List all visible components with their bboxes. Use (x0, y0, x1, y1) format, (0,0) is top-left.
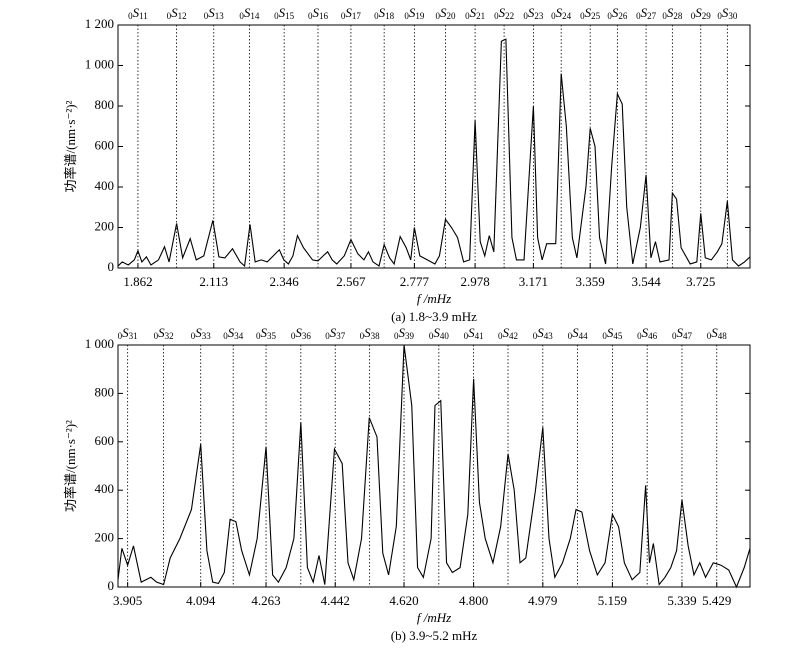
mode-label: 0S41 (464, 325, 484, 341)
y-tick-label: 200 (95, 530, 115, 545)
spectrum-line (117, 344, 751, 589)
x-tick-label: 2.777 (400, 274, 430, 289)
mode-label: 0S17 (341, 5, 362, 21)
x-tick-label: 4.442 (321, 593, 350, 608)
mode-label: 0S22 (494, 5, 514, 21)
mode-label: 0S13 (204, 5, 225, 21)
x-tick-label: 3.725 (686, 274, 715, 289)
y-tick-label: 600 (95, 433, 115, 448)
x-tick-label: 4.800 (459, 593, 488, 608)
x-tick-label: 3.359 (576, 274, 605, 289)
x-axis-label: f /mHz (417, 291, 451, 306)
mode-label: 0S44 (568, 325, 589, 341)
plot-frame (117, 24, 751, 269)
x-tick-label: 1.862 (123, 274, 152, 289)
mode-label: 0S32 (154, 325, 174, 341)
mode-label: 0S43 (533, 325, 554, 341)
mode-label: 0S18 (374, 5, 395, 21)
mode-label: 0S11 (128, 5, 148, 21)
y-tick-label: 0 (108, 259, 115, 274)
mode-label: 0S16 (308, 5, 329, 21)
mode-label: 0S38 (360, 325, 381, 341)
mode-label: 0S33 (191, 325, 212, 341)
y-tick-label: 800 (95, 97, 115, 112)
mode-label: 0S36 (291, 325, 312, 341)
mode-label: 0S35 (256, 325, 277, 341)
mode-label: 0S24 (551, 5, 572, 21)
mode-label: 0S12 (167, 5, 187, 21)
mode-label: 0S48 (707, 325, 728, 341)
mode-label: 0S28 (662, 5, 683, 21)
mode-label: 0S20 (435, 5, 456, 21)
chart-title: (b) 3.9~5.2 mHz (391, 628, 478, 643)
x-tick-label: 4.620 (389, 593, 418, 608)
mode-label: 0S37 (325, 325, 346, 341)
x-tick-label: 4.263 (251, 593, 280, 608)
mode-label: 0S39 (394, 325, 415, 341)
plot-frame (117, 344, 751, 588)
y-tick-label: 400 (95, 481, 115, 496)
y-tick-label: 1 000 (85, 336, 114, 351)
y-tick-label: 1 200 (85, 16, 114, 31)
y-tick-label: 800 (95, 384, 115, 399)
y-tick-label: 600 (95, 137, 115, 152)
x-tick-label: 4.094 (186, 593, 216, 608)
spectrum-line (117, 38, 751, 268)
mode-label: 0S21 (465, 5, 485, 21)
y-tick-label: 1 000 (85, 56, 114, 71)
mode-label: 0S19 (404, 5, 425, 21)
mode-label: 0S25 (580, 5, 601, 21)
y-tick-label: 200 (95, 218, 115, 233)
mode-label: 0S47 (672, 325, 693, 341)
mode-label: 0S46 (637, 325, 658, 341)
mode-label: 0S15 (274, 5, 295, 21)
x-tick-label: 5.159 (598, 593, 627, 608)
chart-title: (a) 1.8~3.9 mHz (391, 309, 477, 324)
x-tick-label: 3.171 (519, 274, 548, 289)
mode-label: 0S14 (239, 5, 260, 21)
mode-label: 0S31 (118, 325, 138, 341)
mode-label: 0S45 (602, 325, 623, 341)
mode-label: 0S27 (636, 5, 657, 21)
x-tick-label: 2.346 (270, 274, 300, 289)
x-tick-label: 2.978 (460, 274, 489, 289)
mode-label: 0S29 (691, 5, 712, 21)
y-axis-label: 功率谱/(nm·s⁻²)² (63, 420, 78, 512)
mode-label: 0S42 (498, 325, 518, 341)
mode-label: 0S40 (429, 325, 450, 341)
x-tick-label: 3.905 (113, 593, 142, 608)
x-tick-label: 4.979 (528, 593, 557, 608)
mode-label: 0S30 (717, 5, 738, 21)
x-tick-label: 5.429 (702, 593, 731, 608)
mode-label: 0S34 (223, 325, 244, 341)
x-axis-label: f /mHz (417, 610, 451, 625)
x-tick-label: 3.544 (631, 274, 661, 289)
x-tick-label: 2.113 (199, 274, 228, 289)
y-tick-label: 0 (108, 578, 115, 593)
x-tick-label: 2.567 (336, 274, 366, 289)
mode-label: 0S26 (607, 5, 628, 21)
y-axis-label: 功率谱/(nm·s⁻²)² (63, 100, 78, 192)
y-tick-label: 400 (95, 178, 115, 193)
mode-label: 0S23 (523, 5, 544, 21)
x-tick-label: 5.339 (667, 593, 696, 608)
